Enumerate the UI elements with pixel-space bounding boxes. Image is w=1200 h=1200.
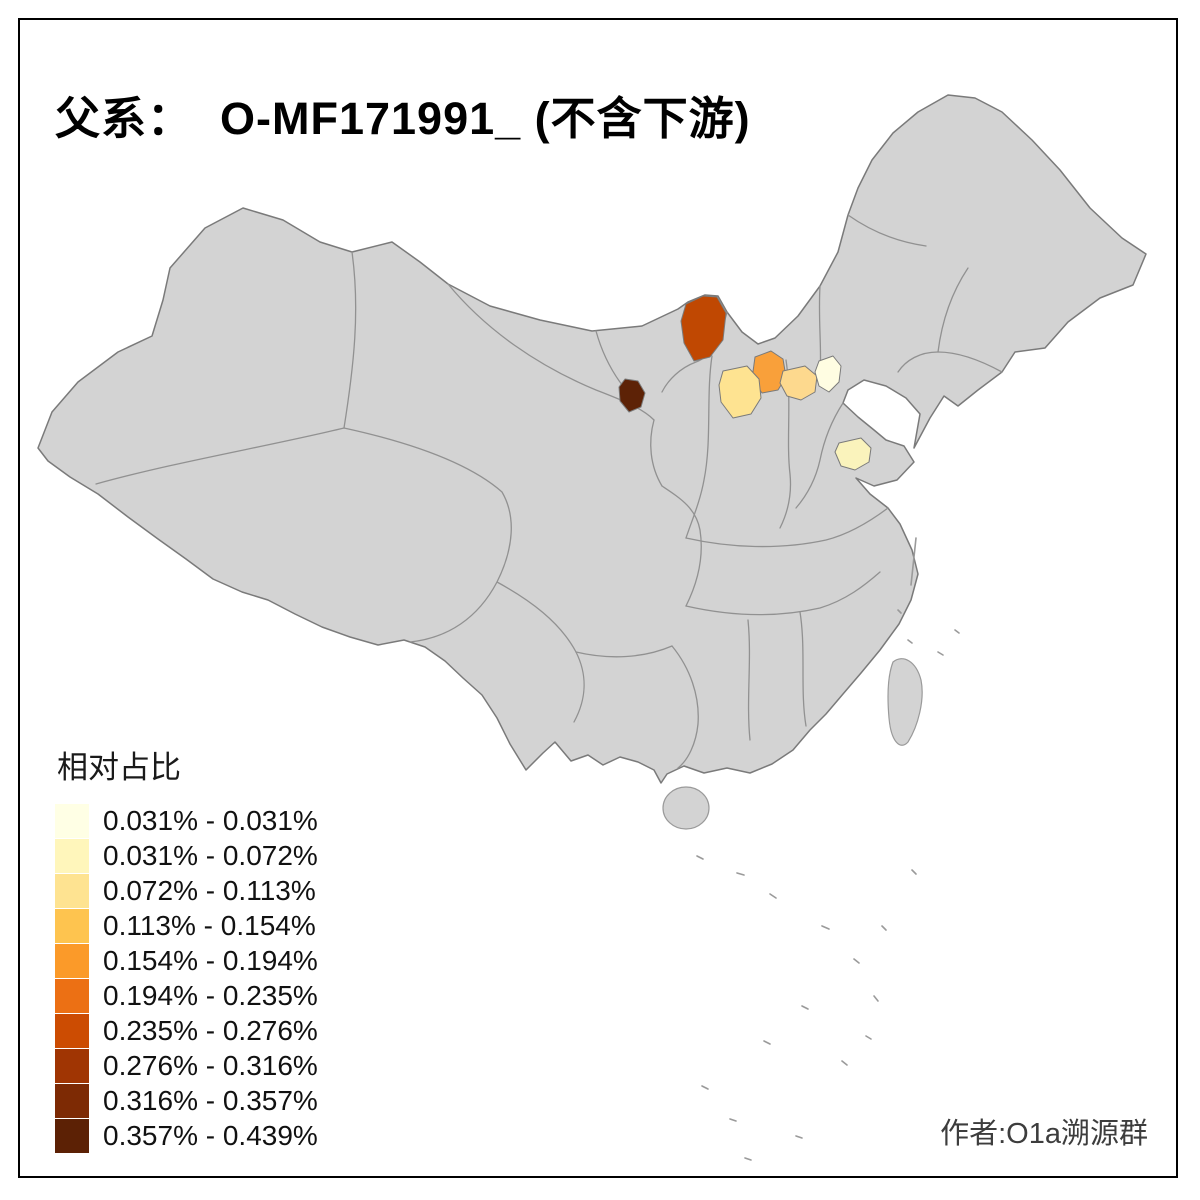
map-region-highlight-4 bbox=[718, 365, 762, 419]
legend-item: 0.072% - 0.113% bbox=[55, 873, 318, 908]
legend-swatch bbox=[55, 1118, 89, 1153]
legend-item: 0.316% - 0.357% bbox=[55, 1083, 318, 1118]
legend-label: 0.276% - 0.316% bbox=[103, 1049, 318, 1081]
coastal-islet bbox=[910, 537, 917, 586]
legend-label: 0.113% - 0.154% bbox=[103, 909, 316, 941]
highlighted-regions bbox=[618, 295, 872, 471]
legend-label: 0.357% - 0.439% bbox=[103, 1119, 318, 1151]
legend-item: 0.235% - 0.276% bbox=[55, 1013, 318, 1048]
south-china-sea-islets bbox=[696, 855, 917, 1161]
legend-label: 0.235% - 0.276% bbox=[103, 1014, 318, 1046]
legend-swatch bbox=[55, 873, 89, 908]
legend-swatch bbox=[55, 1048, 89, 1083]
legend-label: 0.154% - 0.194% bbox=[103, 944, 318, 976]
map-region-highlight-2 bbox=[618, 378, 646, 413]
legend-item: 0.031% - 0.031% bbox=[55, 803, 318, 838]
legend-swatch bbox=[55, 1013, 89, 1048]
page-title: 父系： O-MF171991_ (不含下游) bbox=[55, 93, 751, 145]
legend-item: 0.031% - 0.072% bbox=[55, 838, 318, 873]
legend-swatch bbox=[55, 838, 89, 873]
map-region-highlight-1 bbox=[680, 295, 727, 362]
legend-label: 0.072% - 0.113% bbox=[103, 874, 316, 906]
legend-swatch bbox=[55, 908, 89, 943]
hainan-island bbox=[662, 786, 710, 830]
attribution-text: 作者:O1a溯源群 bbox=[940, 1118, 1148, 1150]
legend-item: 0.357% - 0.439% bbox=[55, 1118, 318, 1153]
legend-label: 0.031% - 0.072% bbox=[103, 839, 318, 871]
legend: 相对占比 0.031% - 0.031% 0.031% - 0.072% 0.0… bbox=[55, 742, 318, 1153]
legend-item: 0.194% - 0.235% bbox=[55, 978, 318, 1013]
legend-item: 0.154% - 0.194% bbox=[55, 943, 318, 978]
legend-label: 0.031% - 0.031% bbox=[103, 804, 318, 836]
islands bbox=[662, 537, 960, 830]
legend-item: 0.276% - 0.316% bbox=[55, 1048, 318, 1083]
legend-label: 0.316% - 0.357% bbox=[103, 1084, 318, 1116]
legend-title: 相对占比 bbox=[57, 750, 181, 785]
legend-swatch bbox=[55, 803, 89, 838]
legend-swatch bbox=[55, 1083, 89, 1118]
taiwan-island bbox=[887, 658, 923, 746]
legend-label: 0.194% - 0.235% bbox=[103, 979, 318, 1011]
map-region-highlight-7 bbox=[834, 437, 872, 471]
map-region-highlight-5 bbox=[779, 365, 818, 401]
china-mainland-shape bbox=[37, 94, 1147, 784]
legend-swatch bbox=[55, 943, 89, 978]
legend-item: 0.113% - 0.154% bbox=[55, 908, 318, 943]
legend-swatch bbox=[55, 978, 89, 1013]
map-region-highlight-6 bbox=[814, 355, 842, 393]
